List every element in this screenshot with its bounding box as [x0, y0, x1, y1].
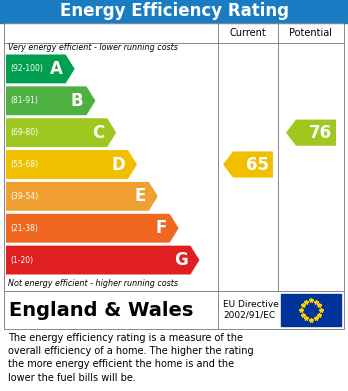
Text: Very energy efficient - lower running costs: Very energy efficient - lower running co… [8, 43, 178, 52]
Polygon shape [6, 182, 158, 211]
Text: (81-91): (81-91) [10, 96, 38, 105]
Text: Potential: Potential [290, 28, 332, 38]
Text: (69-80): (69-80) [10, 128, 38, 137]
Text: Not energy efficient - higher running costs: Not energy efficient - higher running co… [8, 279, 178, 288]
Polygon shape [6, 246, 199, 274]
Text: G: G [174, 251, 188, 269]
Text: England & Wales: England & Wales [9, 301, 193, 319]
Text: Current: Current [230, 28, 266, 38]
Bar [4, 23, 344, 291]
Text: 76: 76 [309, 124, 332, 142]
Bar [281, 294, 341, 326]
Text: (55-68): (55-68) [10, 160, 38, 169]
Polygon shape [6, 86, 95, 115]
Text: Energy Efficiency Rating: Energy Efficiency Rating [60, 2, 288, 20]
Polygon shape [6, 118, 116, 147]
Bar [4, 291, 344, 329]
Text: B: B [71, 92, 84, 110]
Text: D: D [111, 156, 125, 174]
Text: F: F [155, 219, 167, 237]
Text: A: A [50, 60, 63, 78]
Text: 65: 65 [246, 156, 269, 174]
Polygon shape [6, 150, 137, 179]
Text: (1-20): (1-20) [10, 256, 33, 265]
Text: (39-54): (39-54) [10, 192, 38, 201]
Polygon shape [286, 120, 336, 146]
Text: (92-100): (92-100) [10, 65, 43, 74]
Polygon shape [6, 54, 74, 83]
Text: C: C [92, 124, 104, 142]
Polygon shape [6, 214, 179, 243]
Bar [0, 0, 348, 23]
Text: The energy efficiency rating is a measure of the
overall efficiency of a home. T: The energy efficiency rating is a measur… [8, 333, 254, 383]
Text: E: E [134, 187, 146, 205]
Polygon shape [223, 151, 273, 178]
Text: (21-38): (21-38) [10, 224, 38, 233]
Text: EU Directive
2002/91/EC: EU Directive 2002/91/EC [223, 300, 279, 320]
